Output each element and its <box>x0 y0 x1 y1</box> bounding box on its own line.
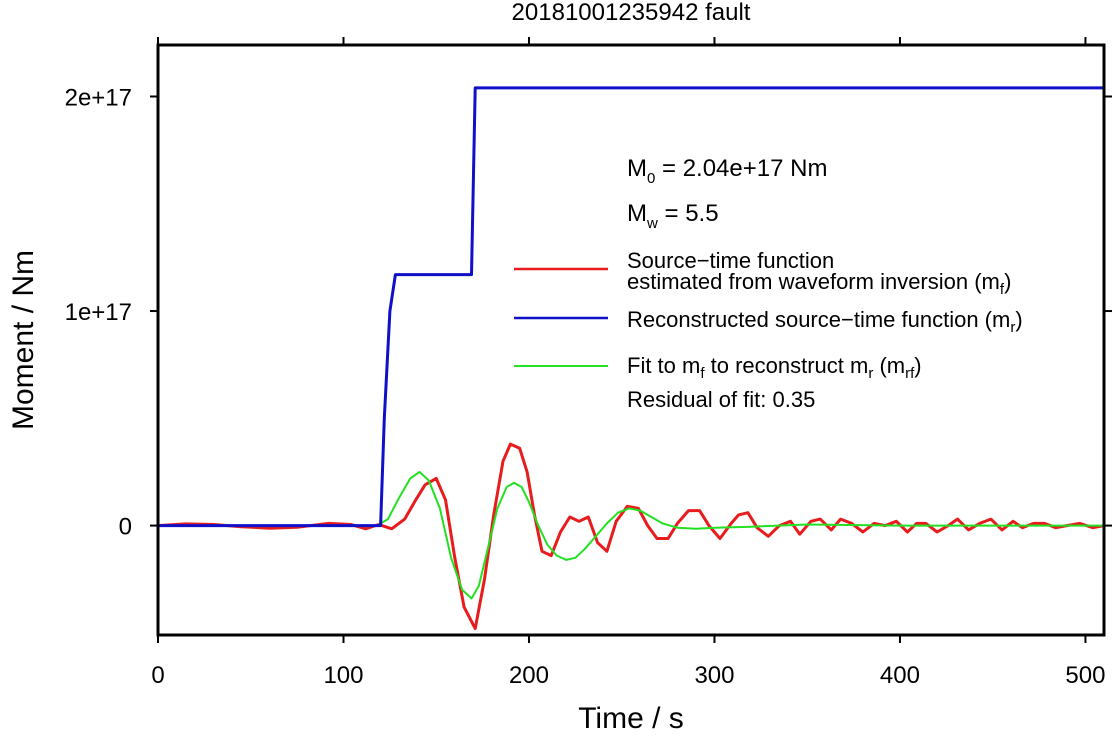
annotations: M0 = 2.04e+17 Nm Mw = 5.5 <box>627 155 827 232</box>
series-layer <box>157 86 1105 631</box>
chart-title: 20181001235942 fault <box>512 0 751 26</box>
plot-frame <box>156 43 1106 637</box>
x-ticks: 0 100 200 300 400 500 <box>151 37 1105 689</box>
y-tick-label: 2e+17 <box>65 84 132 111</box>
x-tick-label: 0 <box>151 662 164 689</box>
residual-annotation: Residual of fit: 0.35 <box>627 387 815 412</box>
y-ticks: 0 1e+17 2e+17 <box>65 84 1112 541</box>
x-tick-label: 500 <box>1065 662 1105 689</box>
x-tick-label: 100 <box>323 662 363 689</box>
y-axis-title: Moment / Nm <box>7 250 40 430</box>
series-line-1 <box>157 442 1105 631</box>
series-line-0 <box>158 86 1104 528</box>
y-tick-label: 1e+17 <box>65 299 132 326</box>
series-line-2 <box>158 470 1104 600</box>
legend-label-red-line1: Source−time function <box>627 248 834 273</box>
x-tick-label: 200 <box>509 662 549 689</box>
x-axis-title: Time / s <box>578 702 684 735</box>
legend-label-green: Fit to mf to reconstruct mr (mrf) <box>627 353 922 382</box>
legend-label-red-line2: estimated from waveform inversion (mf) <box>627 269 1011 298</box>
mw-annotation: Mw = 5.5 <box>627 200 719 232</box>
x-tick-label: 400 <box>880 662 920 689</box>
y-tick-label: 0 <box>119 514 132 541</box>
legend: Source−time function estimated from wave… <box>514 248 1023 412</box>
x-tick-label: 300 <box>694 662 734 689</box>
m0-annotation: M0 = 2.04e+17 Nm <box>627 155 827 187</box>
legend-label-blue: Reconstructed source−time function (mr) <box>627 307 1023 336</box>
